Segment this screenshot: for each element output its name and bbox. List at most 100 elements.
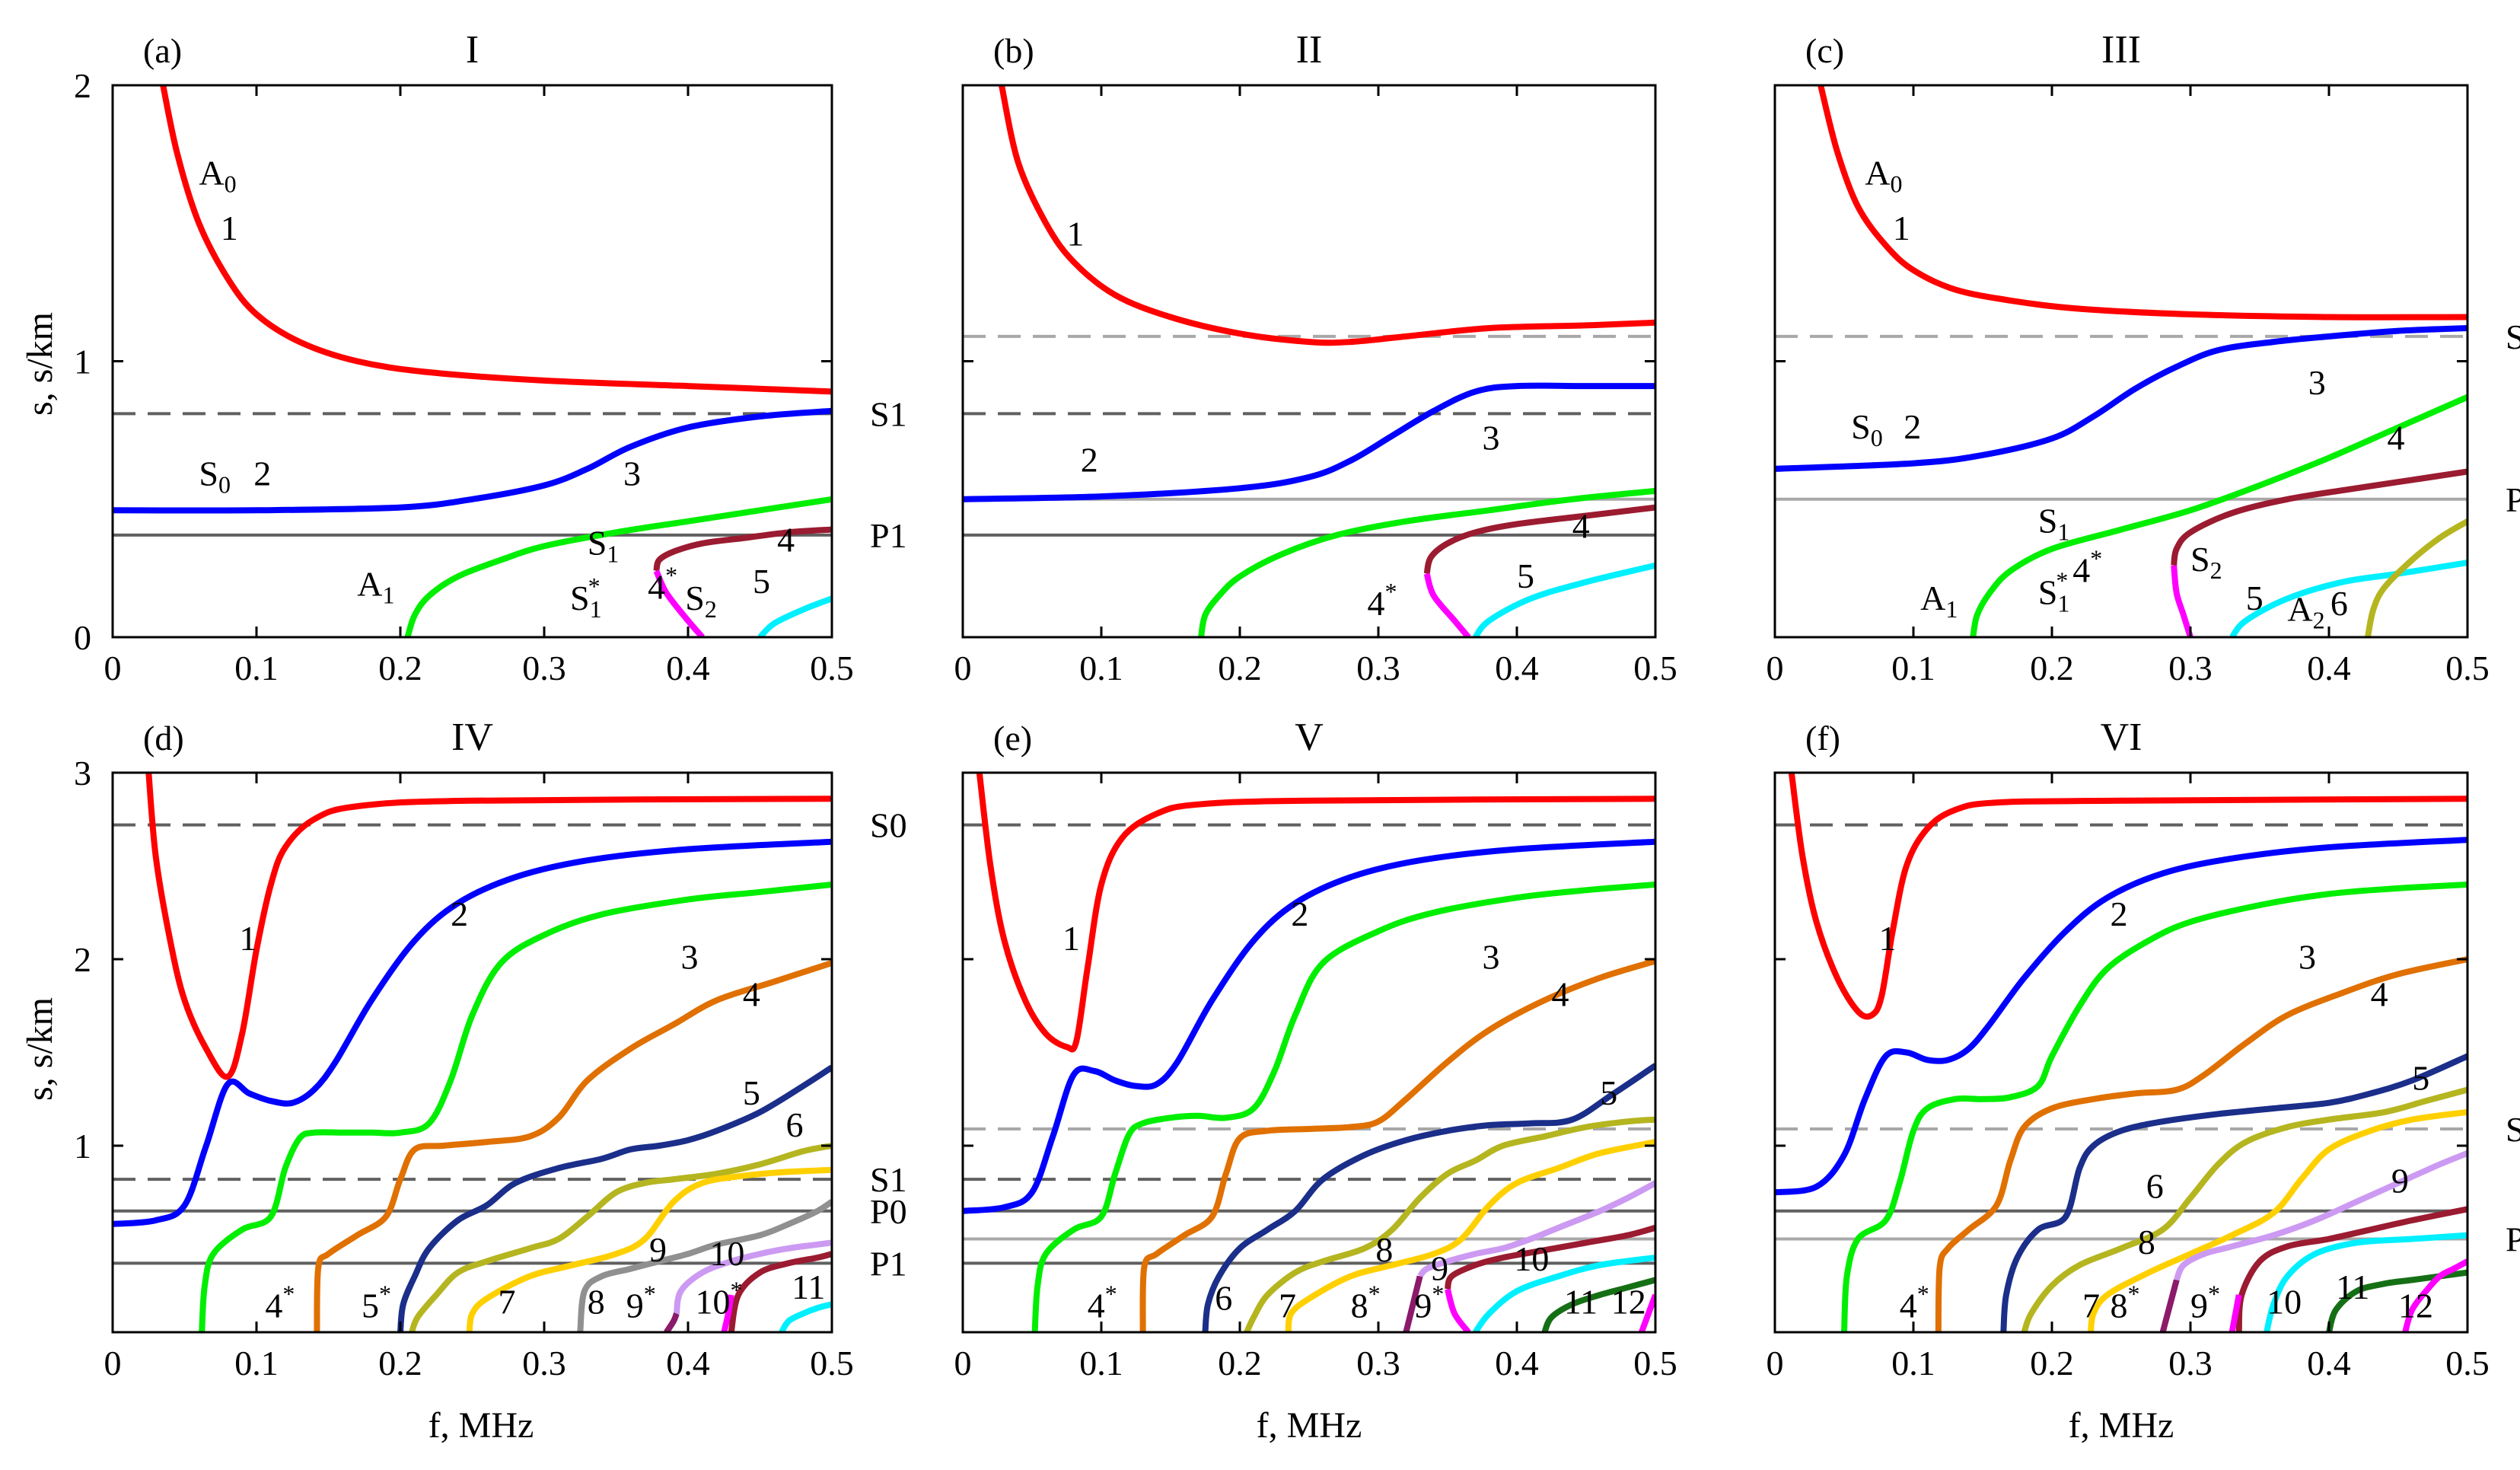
annotation-text: 9 [2190, 1286, 2208, 1325]
series-line-7 [466, 1166, 832, 1332]
series-line-10-star [721, 1294, 734, 1332]
series-line-1 [1788, 773, 2467, 1020]
annotation-text: 4 [1367, 584, 1384, 623]
curve-annotation: A0 [1865, 154, 1902, 198]
series-line-2 [1775, 837, 2467, 1196]
annotation-text: 2 [1904, 407, 1921, 446]
curve-annotation: 12 [2398, 1286, 2433, 1325]
annotation-subscript: 1 [1945, 595, 1958, 623]
series-line-5 [2000, 1053, 2467, 1332]
annotation-text: 9 [1431, 1248, 1448, 1287]
annotation-subscript: 0 [218, 471, 231, 499]
plot-frame [111, 771, 833, 1334]
curve-annotation: S0 [199, 454, 231, 499]
annotation-text: S [199, 454, 218, 493]
x-tick-label: 0.4 [1495, 649, 1539, 687]
reference-label-s1: S1 [870, 1160, 907, 1199]
annotation-text: A [1920, 579, 1945, 617]
series-line-2 [963, 382, 1655, 502]
curve-annotation: 10 [1514, 1239, 1549, 1278]
curve-annotation: 2 [451, 894, 468, 933]
reference-label-p2: P2 [2506, 1220, 2520, 1259]
annotation-text: 4 [1552, 974, 1569, 1013]
panel-label: (f) [1805, 719, 1840, 757]
annotation-text: 8 [1351, 1286, 1368, 1325]
annotation-text: A [357, 565, 382, 604]
ylabel-top: s, s/km [20, 312, 60, 416]
annotation-text: 8 [588, 1283, 605, 1322]
annotation-subscript: 2 [705, 595, 717, 623]
plot-frame [961, 771, 1657, 1334]
series-line-4 [1139, 958, 1655, 1332]
annotation-text: 9 [2391, 1161, 2409, 1200]
series-line-1 [145, 773, 832, 1080]
curve-annotation: 4 [1572, 507, 1590, 546]
ylabel-bottom: s, s/km [20, 997, 60, 1101]
curve-annotation: 4* [1088, 1280, 1117, 1325]
annotation-superscript: * [644, 1280, 656, 1307]
annotation-text: S [2190, 540, 2210, 579]
curve-annotation: 4 [777, 521, 795, 560]
annotation-text: S [2038, 573, 2058, 612]
series-line-4 [653, 526, 832, 572]
annotation-subscript: 1 [2057, 518, 2069, 545]
series-group [963, 85, 1655, 637]
annotation-text: S [588, 523, 607, 562]
annotation-text: 2 [2110, 894, 2127, 933]
curve-annotation: 4* [648, 561, 677, 606]
series-line-4 [1935, 956, 2467, 1332]
annotation-text: 3 [2308, 363, 2326, 402]
annotation-text: A [1865, 154, 1890, 193]
panel-3: S2P2A01S0234S1S1*4*A1S25A2600.10.20.30.4… [1767, 28, 2520, 687]
series-line-6 [409, 1143, 832, 1332]
x-tick-label: 0.5 [1633, 649, 1677, 687]
annotation-text: 8 [2138, 1223, 2155, 1261]
series-line-1 [976, 773, 1655, 1053]
annotation-text: 4 [777, 521, 795, 560]
annotation-text: 5 [753, 562, 770, 601]
curve-annotation: 4* [1900, 1280, 1929, 1325]
reference-label-s2: S2 [2506, 1110, 2520, 1149]
y-tick-label: 0 [74, 618, 91, 657]
series-line-3 [404, 496, 832, 637]
curve-annotation: 3 [1483, 419, 1500, 458]
xlabel-right: f, MHz [2069, 1405, 2174, 1446]
series-line-8 [1417, 1180, 1655, 1279]
series-line-4 [1423, 504, 1655, 575]
annotation-text: 6 [1215, 1279, 1232, 1318]
annotation-text: S [2038, 501, 2058, 540]
annotation-text: 4 [2371, 974, 2388, 1013]
curve-annotation: 6 [786, 1105, 804, 1144]
curve-annotation: 8* [2110, 1280, 2139, 1325]
annotation-subscript: 0 [1871, 424, 1883, 451]
curve-annotation: 10 [709, 1234, 744, 1273]
x-tick-label: 0.4 [2307, 649, 2351, 687]
curve-annotation: 7 [499, 1283, 516, 1322]
annotation-superscript: * [2127, 1280, 2139, 1307]
x-tick-label: 0.1 [234, 649, 279, 687]
annotation-text: 7 [499, 1283, 516, 1322]
curve-annotation: A1 [357, 565, 394, 609]
reference-label-p2: P2 [2506, 480, 2520, 519]
series-line-3 [1031, 882, 1655, 1332]
annotation-superscript: * [2208, 1280, 2220, 1307]
reference-label-s1: S1 [870, 394, 907, 433]
annotation-text: 3 [623, 454, 641, 493]
annotation-subscript: 0 [1891, 171, 1903, 198]
x-tick-label: 0.2 [1218, 1344, 1262, 1382]
plot-area [1775, 85, 2467, 637]
panel-label: (e) [993, 719, 1032, 757]
curve-annotation: 5 [743, 1073, 760, 1112]
annotation-text: 10 [2267, 1283, 2302, 1322]
series-line-2 [963, 838, 1655, 1214]
series-line-8 [577, 1199, 832, 1332]
series-line-1 [1818, 85, 2467, 320]
annotation-subscript: 2 [2210, 556, 2222, 584]
curve-annotation: 9 [649, 1230, 667, 1269]
x-tick-label: 0.2 [1218, 649, 1262, 687]
xlabel-middle: f, MHz [1257, 1405, 1362, 1446]
annotation-text: 7 [2082, 1286, 2100, 1325]
reference-label-p1: P1 [870, 516, 907, 555]
